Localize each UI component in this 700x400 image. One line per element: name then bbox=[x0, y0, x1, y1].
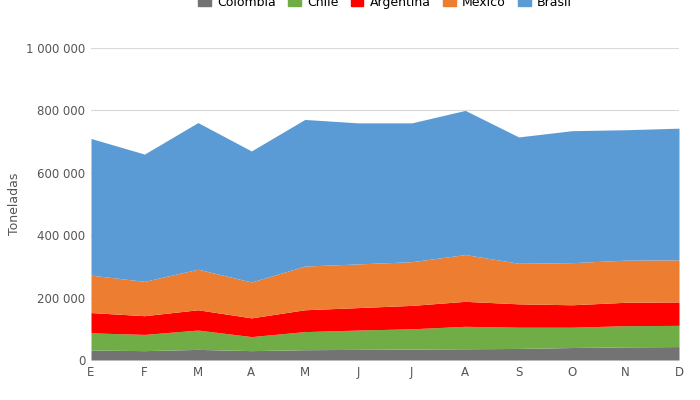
Legend: Colombia, Chile, Argentina, México, Brasil: Colombia, Chile, Argentina, México, Bras… bbox=[195, 0, 575, 12]
Y-axis label: Toneladas: Toneladas bbox=[8, 173, 20, 235]
